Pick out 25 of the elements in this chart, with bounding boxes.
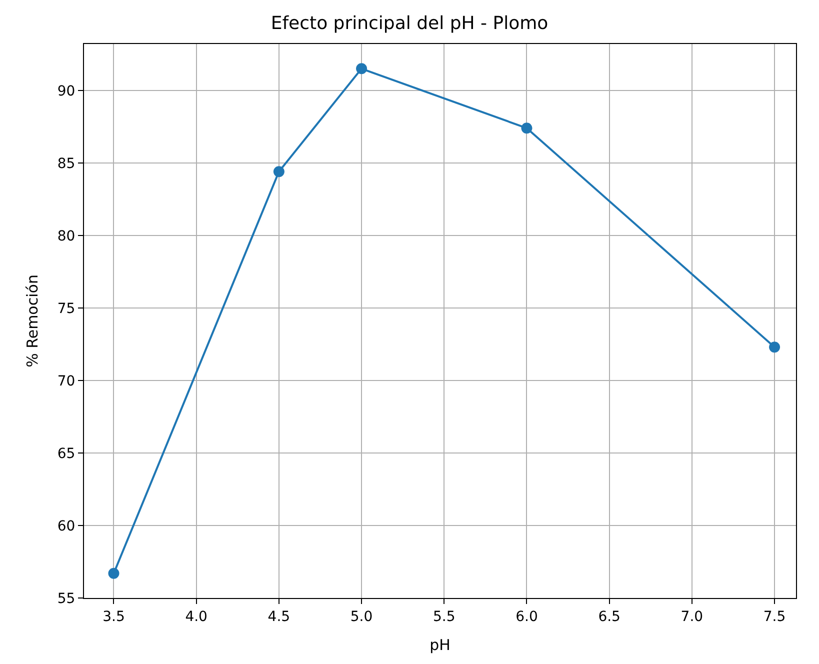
point	[108, 568, 120, 579]
x-tick-label: 4.0	[185, 608, 208, 625]
x-tick-label: 7.0	[680, 608, 704, 625]
x-tick-label: 5.0	[350, 608, 373, 625]
point	[273, 166, 284, 178]
y-tick-label: 65	[57, 446, 76, 462]
y-axis-title: % Remoción	[24, 274, 42, 368]
x-tick-label: 6.0	[516, 608, 538, 625]
y-tick-label: 80	[57, 228, 76, 244]
y-tick-label: 55	[57, 590, 76, 607]
point	[521, 122, 532, 134]
y-tick-label: 70	[57, 373, 76, 390]
y-tick-label: 60	[57, 518, 76, 534]
chart-title: Efecto principal del pH - Plomo	[270, 13, 548, 34]
y-tick-label: 90	[57, 83, 76, 100]
x-tick-label: 7.5	[763, 608, 786, 625]
x-tick-label: 5.5	[432, 608, 456, 625]
x-tick-label: 6.5	[598, 608, 620, 625]
x-tick-label: 4.5	[268, 608, 290, 625]
y-tick-label: 75	[57, 300, 76, 317]
x-axis-title: pH	[430, 636, 450, 654]
x-tick-label: 3.5	[102, 608, 125, 625]
point	[356, 63, 368, 74]
y-tick-label: 85	[57, 156, 76, 172]
point	[769, 342, 780, 353]
